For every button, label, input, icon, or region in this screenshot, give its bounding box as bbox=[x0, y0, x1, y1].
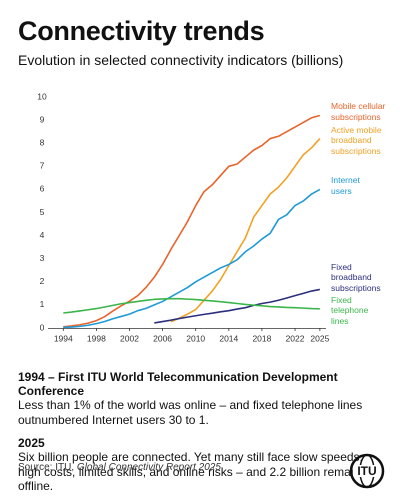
note-body: Less than 1% of the world was online – a… bbox=[18, 398, 363, 427]
x-tick-label: 2018 bbox=[252, 333, 271, 343]
series-line bbox=[63, 297, 320, 314]
series-line bbox=[63, 188, 321, 329]
chart-subtitle: Evolution in selected connectivity indic… bbox=[18, 52, 344, 68]
series-line bbox=[63, 114, 321, 328]
x-tick-label: 2014 bbox=[219, 333, 238, 343]
y-tick-label: 3 bbox=[40, 253, 45, 263]
series-label: Internet users bbox=[331, 175, 360, 196]
x-tick-label: 2022 bbox=[286, 333, 305, 343]
logo-band bbox=[354, 465, 380, 477]
x-tick-label: 2025 bbox=[310, 333, 329, 343]
logo: ITU bbox=[349, 453, 385, 489]
x-tick-label: 1994 bbox=[54, 333, 73, 343]
source-prefix: Source: ITU, bbox=[18, 462, 75, 473]
y-tick-label: 0 bbox=[40, 322, 45, 332]
x-tick-label: 1998 bbox=[87, 333, 106, 343]
x-tick-label: 2010 bbox=[186, 333, 205, 343]
x-tick-label: 2006 bbox=[153, 333, 172, 343]
y-tick-label: 1 bbox=[40, 299, 45, 309]
notes: 1994 – First ITU World Telecommunication… bbox=[18, 370, 386, 494]
series-line bbox=[154, 288, 321, 324]
y-tick-label: 4 bbox=[40, 230, 45, 240]
series-label: Mobile cellular subscriptions bbox=[331, 101, 386, 122]
y-tick-label: 9 bbox=[40, 114, 45, 124]
chart-title: Connectivity trends bbox=[18, 16, 265, 46]
logo-text: ITU bbox=[357, 464, 376, 478]
series-line bbox=[170, 138, 321, 323]
x-tick-label: 2002 bbox=[120, 333, 139, 343]
y-tick-label: 7 bbox=[40, 161, 45, 171]
series-label: Fixed broadband subscriptions bbox=[331, 261, 381, 293]
note-body: Six billion people are connected. Yet ma… bbox=[18, 450, 363, 493]
source: Source: ITU, Global Connectivity Report … bbox=[18, 462, 221, 473]
series-label: Active mobile broadband subscriptions bbox=[331, 124, 382, 156]
y-tick-label: 8 bbox=[40, 137, 45, 147]
chart: 0 1 2 3 4 5 6 7 8 9 10 1994 1998 2002 2006 2010 2014 2018… bbox=[37, 91, 329, 343]
y-tick-label: 5 bbox=[40, 207, 45, 217]
y-tick-label: 10 bbox=[37, 91, 47, 101]
source-title: Global Connectivity Report 2025 bbox=[76, 462, 221, 473]
note-heading: 2025 bbox=[18, 436, 45, 450]
note-heading: 1994 – First ITU World Telecommunication… bbox=[18, 370, 338, 398]
series-label: Fixed telephone lines bbox=[331, 294, 369, 326]
y-tick-label: 6 bbox=[40, 184, 45, 194]
y-tick-label: 2 bbox=[40, 276, 45, 286]
